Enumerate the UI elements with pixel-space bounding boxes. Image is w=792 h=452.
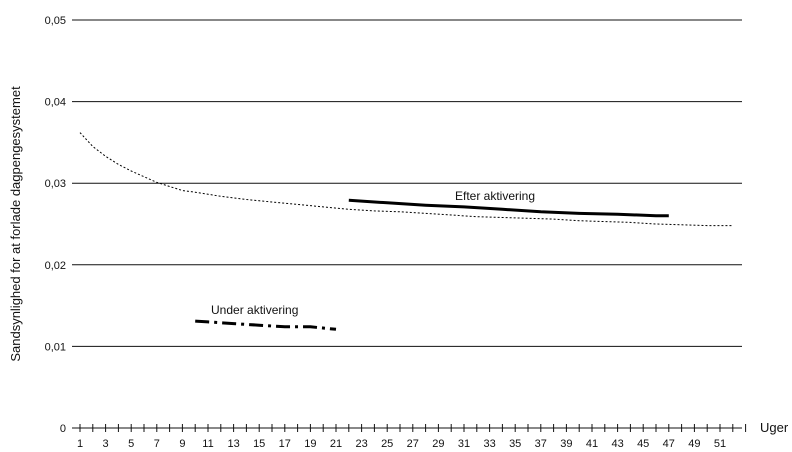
x-tick-label: 33 xyxy=(483,438,495,450)
x-tick-label: 31 xyxy=(458,438,470,450)
series-line-2 xyxy=(348,198,669,218)
x-tick-label: 17 xyxy=(279,438,291,450)
x-tick-label: 21 xyxy=(330,438,342,450)
series-label-3: Under aktivering xyxy=(211,303,298,317)
y-tick-label: 0,02 xyxy=(45,260,66,272)
x-tick-label: 41 xyxy=(586,438,598,450)
y-axis-label: Sandsynlighed for at forlade dagpengesys… xyxy=(8,86,23,362)
x-tick-label: 35 xyxy=(509,438,521,450)
series-line-1 xyxy=(79,132,733,227)
x-axis: 1 3 5 7 9 11 13 15 17 19 21 23 25 27 29 31 33 35 37 39 41 43 4… xyxy=(72,424,747,450)
y-tick-label: 0 xyxy=(60,423,66,435)
y-axis-ticks: 0 0,01 0,02 0,03 0,04 0,05 xyxy=(45,15,66,435)
x-tick-label: 3 xyxy=(103,438,109,450)
x-tick-label: 11 xyxy=(202,438,213,450)
x-tick-label: 51 xyxy=(714,438,726,450)
y-tick-label: 0,05 xyxy=(45,15,66,27)
series-layer xyxy=(79,132,733,331)
x-tick-label: 7 xyxy=(154,438,160,450)
y-tick-label: 0,04 xyxy=(45,97,66,109)
x-tick-label: 45 xyxy=(637,438,649,450)
series-label-2: Efter aktivering xyxy=(455,189,535,203)
x-tick-label: 47 xyxy=(663,438,675,450)
x-tick-label: 5 xyxy=(128,438,134,450)
x-tick-label: 37 xyxy=(535,438,547,450)
x-tick-label: 9 xyxy=(179,438,185,450)
x-tick-label: 43 xyxy=(611,438,623,450)
y-tick-label: 0,01 xyxy=(45,341,66,353)
x-tick-label: 29 xyxy=(432,438,444,450)
x-tick-label: 23 xyxy=(355,438,367,450)
x-tick-label: 27 xyxy=(407,438,419,450)
x-tick-label: 13 xyxy=(227,438,239,450)
series-labels-layer: Efter aktivering Under aktivering xyxy=(211,189,535,317)
x-tick-label: 19 xyxy=(304,438,316,450)
series-line-3 xyxy=(195,319,337,331)
x-axis-unit-label: Uger xyxy=(760,420,789,435)
y-tick-label: 0,03 xyxy=(45,178,66,190)
x-tick-label: 49 xyxy=(688,438,700,450)
x-tick-label: 1 xyxy=(77,438,83,450)
x-tick-label: 25 xyxy=(381,438,393,450)
grid-lines xyxy=(72,19,742,347)
x-tick-label: 39 xyxy=(560,438,572,450)
x-tick-label: 15 xyxy=(253,438,265,450)
